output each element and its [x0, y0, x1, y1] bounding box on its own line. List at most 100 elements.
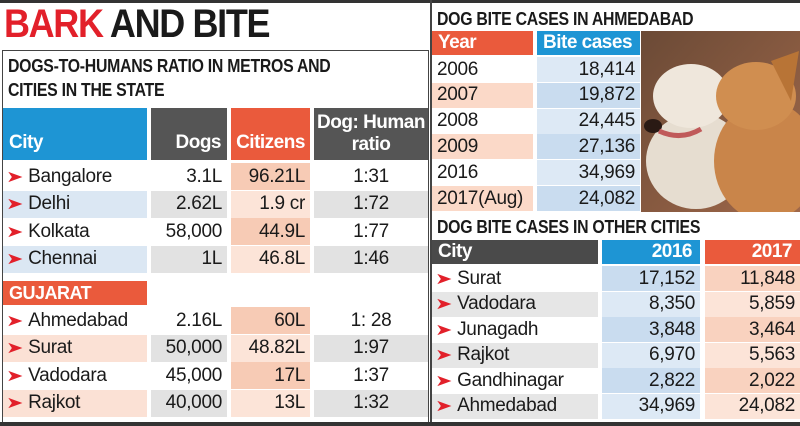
header-other-city: City: [432, 240, 598, 264]
ratio-table-frame: [2, 50, 429, 422]
ratio-table-subtitle-2: CITIES IN THE STATE: [8, 80, 165, 100]
row-citizens-text: 48.82L: [248, 337, 306, 358]
header-2017-label: 2017: [751, 241, 793, 262]
arrowhead-right-icon: ➤: [435, 372, 453, 390]
arrowhead-right-icon: ➤: [6, 340, 24, 357]
row-citizens: 60L: [231, 307, 310, 334]
row-ratio: 1: 28: [314, 307, 428, 334]
year-cell-text: 2009: [437, 135, 479, 157]
row-city: ➤ Bangalore: [3, 163, 147, 190]
row-city-text: Vadodara: [28, 364, 107, 386]
other-city-cell: ➤ Surat: [432, 266, 598, 291]
year-cell-text: 2007: [437, 84, 479, 106]
header-2016-label: 2016: [651, 241, 693, 262]
row-ratio: 1:72: [314, 190, 428, 218]
arrowhead-right-icon: ➤: [435, 398, 453, 415]
year-cell-text: 2006: [437, 58, 479, 80]
row-ratio: 1:97: [314, 334, 428, 362]
arrowhead-right-icon: ➤: [6, 196, 24, 213]
cases-2016-cell-text: 8,350: [648, 293, 695, 314]
row-citizens-text: 44.9L: [258, 220, 305, 242]
bite-cases-cell: 24,082: [537, 186, 640, 211]
other-city-cell: ➤ Junagadh: [432, 317, 598, 342]
arrowhead-right-icon: ➤: [435, 347, 453, 364]
row-city-text: Ahmedabad: [28, 309, 128, 331]
cases-2016-cell-text: 6,970: [648, 344, 695, 365]
stray-dogs-photo: [641, 31, 800, 212]
bite-cases-cell: 34,969: [537, 160, 640, 186]
row-citizens: 46.8L: [231, 245, 310, 273]
other-city-cell: ➤ Rajkot: [432, 342, 598, 368]
row-dogs: 2.16L: [151, 307, 227, 334]
header-city-label: City: [9, 132, 43, 153]
arrowhead-right-icon: ➤: [6, 395, 24, 412]
row-ratio: 1:32: [314, 389, 428, 417]
header-citizens: Citizens: [231, 108, 310, 160]
row-dogs-text: 2.62L: [175, 193, 222, 214]
cases-2017-cell: 5,859: [705, 291, 800, 317]
row-citizens-text: 17L: [274, 364, 305, 386]
header-year-label: Year: [438, 32, 477, 53]
row-ratio-text: 1:32: [353, 392, 389, 413]
cases-2017-cell: 11,848: [705, 266, 800, 291]
cases-2017-cell-text: 2,022: [748, 369, 795, 391]
header-ratio-label-2: ratio: [351, 134, 391, 155]
cases-2016-cell-text: 2,822: [648, 369, 695, 391]
header-dogs-label: Dogs: [175, 132, 222, 153]
title-part1: BARK: [4, 2, 104, 46]
row-city: ➤ Surat: [3, 334, 147, 362]
bite-cases-cell-text: 27,136: [578, 135, 636, 157]
header-2016: 2016: [602, 240, 700, 264]
other-city-cell-text: Vadodara: [457, 293, 536, 314]
row-city: ➤ Ahmedabad: [3, 307, 147, 334]
header-year: Year: [432, 31, 533, 55]
row-ratio: 1:37: [314, 362, 428, 389]
year-cell: 2017(Aug): [432, 186, 533, 211]
row-dogs: 3.1L: [151, 163, 227, 190]
row-dogs-text: 1L: [201, 248, 222, 269]
arrowhead-right-icon: ➤: [435, 270, 453, 288]
row-ratio-text: 1:72: [353, 193, 389, 214]
header-bite-cases: Bite cases: [537, 31, 640, 55]
cases-2016-cell: 34,969: [602, 393, 700, 419]
row-dogs: 45,000: [151, 362, 227, 389]
row-dogs-text: 58,000: [165, 220, 223, 242]
row-city-text: Rajkot: [28, 392, 81, 413]
other-cities-title: DOG BITE CASES IN OTHER CITIES: [437, 217, 701, 237]
gujarat-section-label: GUJARAT: [3, 281, 147, 305]
cases-2016-cell: 6,970: [602, 342, 700, 368]
arrowhead-right-icon: ➤: [435, 321, 453, 339]
bite-cases-cell-text: 24,445: [578, 110, 636, 132]
row-citizens: 17L: [231, 362, 310, 389]
header-ratio-label-1: Dog: Human: [317, 112, 425, 133]
row-ratio-text: 1:97: [353, 337, 389, 358]
bite-cases-cell: 27,136: [537, 134, 640, 160]
title-part2: AND BITE: [109, 2, 271, 46]
header-dogs: Dogs: [151, 108, 227, 160]
row-citizens-text: 60L: [274, 309, 305, 331]
bite-cases-cell-text: 18,414: [578, 58, 636, 80]
other-city-cell-text: Rajkot: [457, 344, 510, 365]
cases-2016-cell: 17,152: [602, 266, 700, 291]
top-rule: [0, 0, 800, 3]
row-dogs-text: 3.1L: [186, 165, 222, 187]
other-city-cell: ➤ Vadodara: [432, 291, 598, 317]
year-cell: 2007: [432, 82, 533, 108]
year-cell: 2016: [432, 160, 533, 186]
cases-2016-cell: 2,822: [602, 368, 700, 393]
row-city: ➤ Kolkata: [3, 218, 147, 245]
ratio-table-subtitle-1: DOGS-TO-HUMANS RATIO IN METROS AND: [8, 56, 331, 76]
row-city-text: Delhi: [28, 193, 70, 214]
cases-2016-cell-text: 17,152: [638, 267, 696, 289]
row-citizens: 44.9L: [231, 218, 310, 245]
bite-cases-cell-text: 34,969: [578, 161, 636, 183]
row-citizens-text: 96.21L: [248, 165, 306, 187]
arrowhead-right-icon: ➤: [435, 296, 453, 313]
row-citizens-text: 13L: [274, 392, 305, 413]
bottom-rule: [0, 422, 800, 426]
row-city: ➤ Chennai: [3, 245, 147, 273]
cases-2017-cell-text: 5,563: [748, 344, 795, 365]
row-ratio: 1:77: [314, 218, 428, 245]
cases-2017-cell: 24,082: [705, 393, 800, 419]
row-city-text: Surat: [28, 337, 73, 358]
